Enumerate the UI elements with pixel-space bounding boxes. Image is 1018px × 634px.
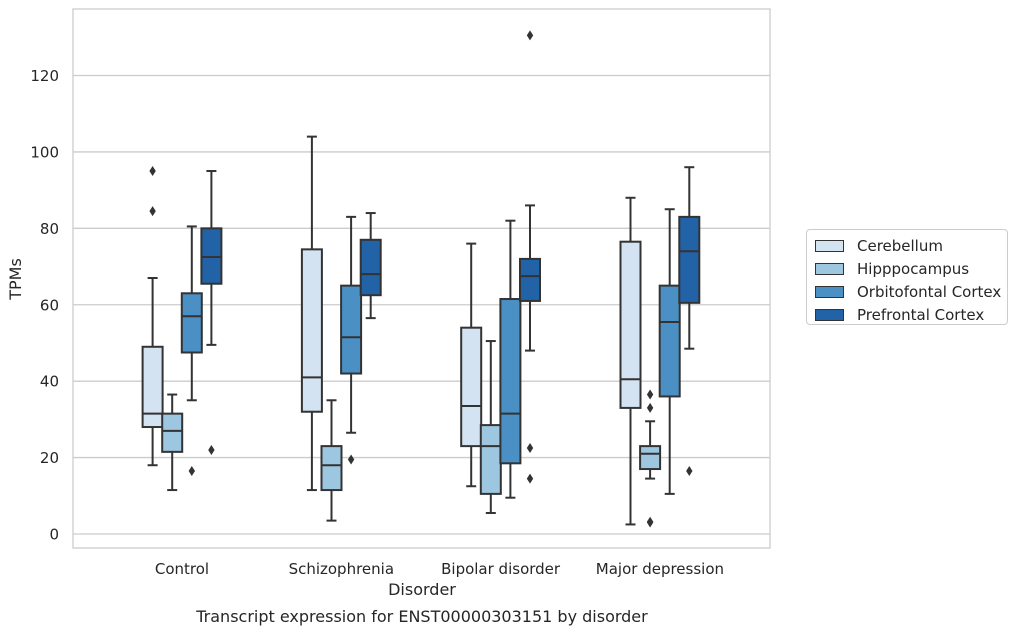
- legend-label: Hipppocampus: [857, 260, 970, 279]
- x-axis-label: Disorder: [388, 580, 456, 599]
- box: [161, 412, 184, 453]
- outlier-point: [686, 465, 693, 476]
- legend-item-orbitofrontal-cortex: Orbitofontal Cortex: [815, 281, 1007, 304]
- box-plot: [499, 219, 522, 499]
- outlier-point: [526, 443, 534, 454]
- box-plot: [320, 399, 343, 522]
- box-plots: [141, 30, 701, 528]
- box-plot: [200, 170, 223, 455]
- box: [658, 284, 681, 398]
- box-plot: [141, 166, 164, 467]
- outlier-point: [646, 389, 654, 400]
- legend-item-hippocampus: Hipppocampus: [815, 258, 1007, 281]
- box: [639, 445, 662, 471]
- box: [320, 445, 343, 492]
- y-tick-label: 0: [49, 526, 59, 544]
- outlier-point: [646, 402, 654, 413]
- y-axis-label: TPMs: [6, 258, 25, 301]
- y-axis-ticks: 0 20 40 60 80 100 120: [30, 67, 59, 544]
- box-plot: [519, 30, 541, 484]
- box: [141, 345, 164, 429]
- y-tick-label: 60: [40, 296, 59, 314]
- box: [619, 240, 642, 409]
- outlier-point: [347, 454, 355, 465]
- outlier-point: [646, 516, 654, 527]
- box-plot: [180, 225, 203, 476]
- legend-swatch: [815, 263, 844, 276]
- outlier-point: [526, 473, 534, 484]
- box: [340, 284, 363, 375]
- legend-label: Prefrontal Cortex: [857, 305, 985, 324]
- outlier-point: [208, 444, 215, 455]
- legend-swatch: [815, 308, 844, 321]
- x-tick-label: Bipolar disorder: [441, 560, 561, 578]
- box: [519, 257, 541, 302]
- chart-caption: Transcript expression for ENST0000030315…: [196, 607, 648, 626]
- x-tick-label: Control: [155, 560, 209, 578]
- box: [460, 326, 483, 448]
- y-tick-label: 80: [40, 220, 59, 238]
- box-plot: [479, 340, 502, 514]
- y-tick-label: 20: [40, 449, 59, 467]
- box: [359, 238, 382, 297]
- box-plot: [300, 135, 323, 492]
- legend-swatch: [815, 285, 844, 298]
- box: [499, 298, 522, 465]
- box: [479, 424, 502, 495]
- legend-label: Orbitofontal Cortex: [857, 282, 1002, 301]
- legend-label: Cerebellum: [857, 237, 943, 256]
- box-plot: [639, 389, 662, 528]
- legend-item-cerebellum: Cerebellum: [815, 235, 1007, 258]
- box: [300, 248, 323, 413]
- y-tick-label: 100: [30, 143, 59, 161]
- legend-swatch: [815, 240, 844, 253]
- box-plot: [460, 242, 483, 488]
- outlier-point: [149, 206, 156, 217]
- outlier-point: [149, 166, 156, 177]
- outlier-point: [526, 30, 534, 41]
- x-tick-label: Major depression: [596, 560, 724, 578]
- outlier-point: [188, 465, 195, 476]
- box-plot: [658, 208, 681, 495]
- legend: Cerebellum Hipppocampus Orbitofontal Cor…: [806, 229, 1008, 325]
- box-plot: [161, 393, 184, 492]
- box-plot: [678, 166, 701, 476]
- plot-frame: [72, 8, 771, 549]
- x-tick-label: Schizophrenia: [289, 560, 394, 578]
- y-tick-label: 40: [40, 373, 59, 391]
- box-plot: [619, 196, 642, 526]
- box-plot: [340, 215, 363, 465]
- y-tick-label: 120: [30, 67, 59, 85]
- box: [678, 215, 701, 304]
- legend-item-prefrontal-cortex: Prefrontal Cortex: [815, 303, 1007, 326]
- box-plot: [359, 212, 382, 320]
- box: [180, 292, 203, 354]
- x-axis-ticks: Control Schizophrenia Bipolar disorder Majo…: [155, 560, 724, 578]
